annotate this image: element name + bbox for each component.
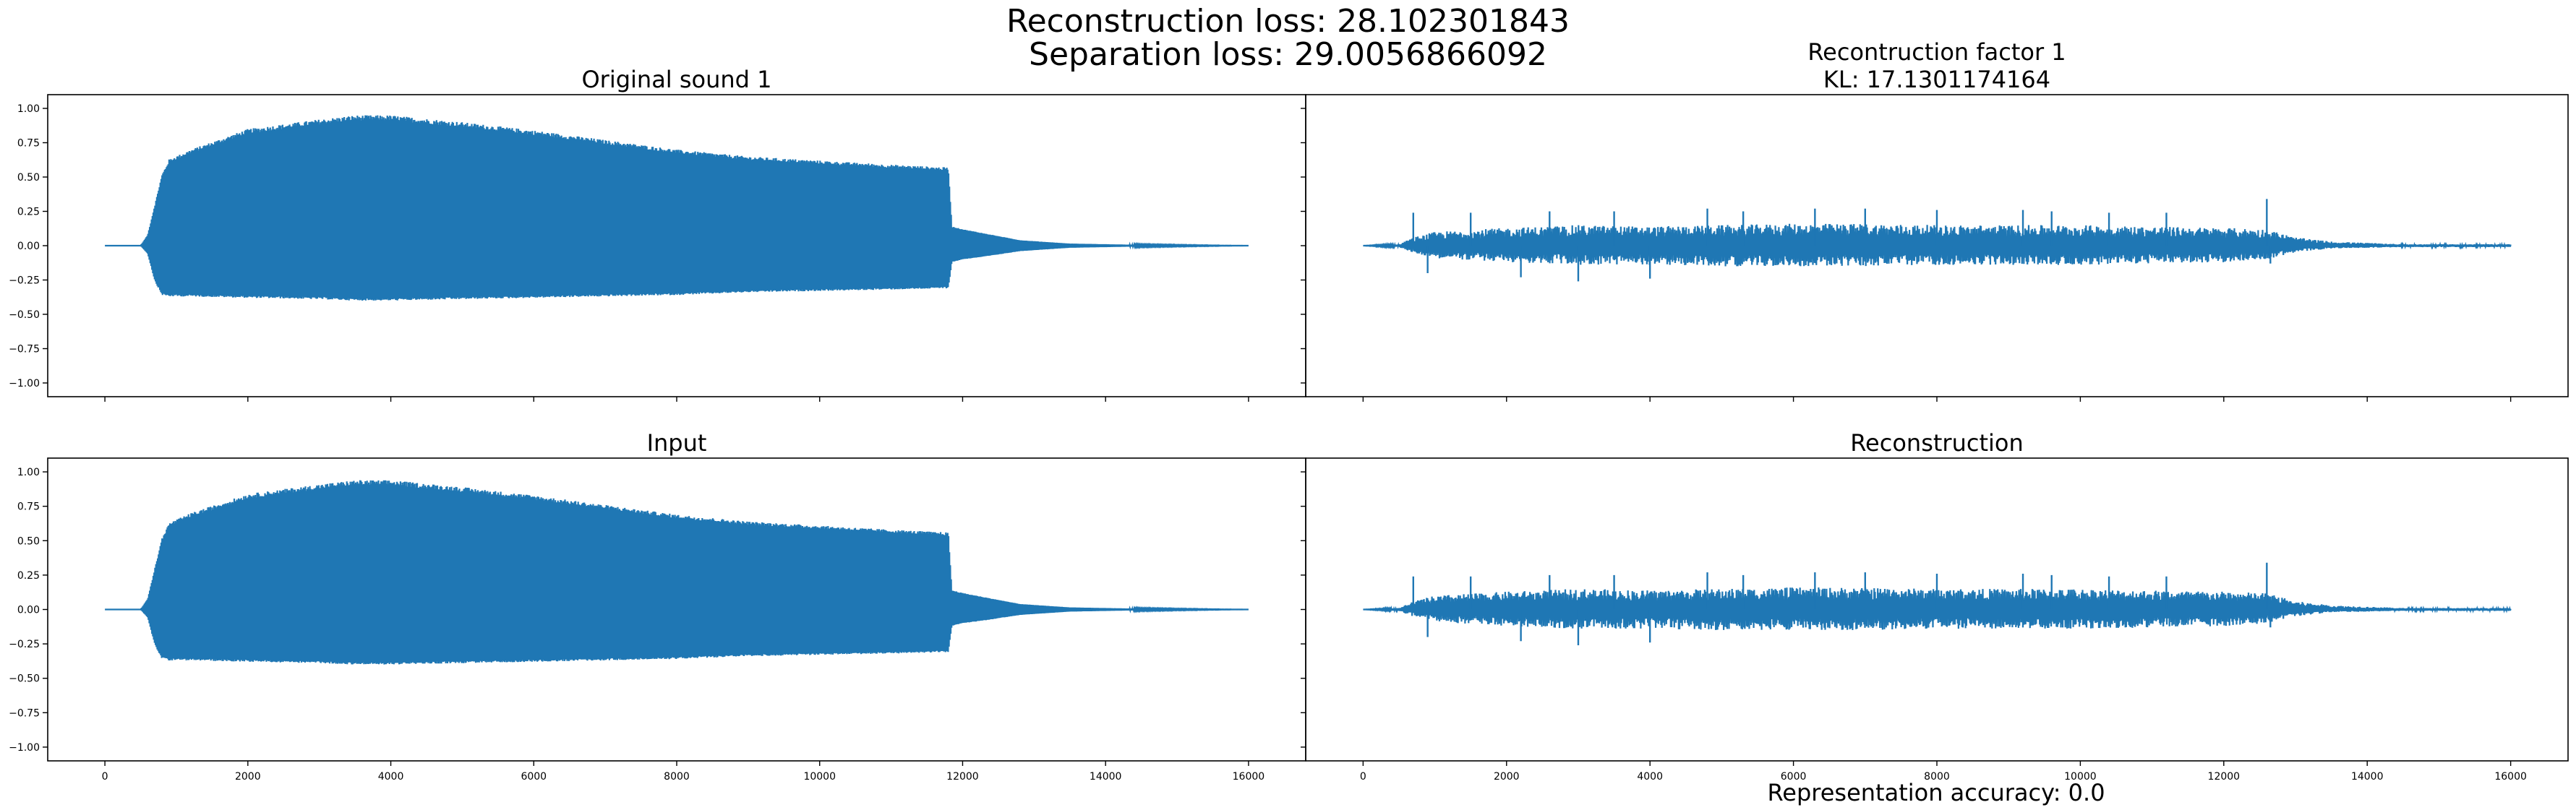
y-tick-label: −0.75 (9, 344, 40, 356)
x-tick-label: 4000 (378, 771, 404, 783)
suptitle-line-1: Reconstruction loss: 28.102301843 (1006, 3, 1570, 40)
x-tick-label: 12000 (2208, 771, 2241, 783)
y-tick-label: 0.25 (17, 207, 40, 218)
y-tick-label: 0.50 (17, 535, 40, 547)
y-tick-label: −0.75 (9, 707, 40, 719)
subplot-input: Input −1.00 −0.75 −0.50 −0.25 0.00 0.25 0.50 0.7… (9, 429, 1306, 783)
x-tick-label: 0 (1360, 771, 1366, 783)
x-tick-label: 2000 (235, 771, 261, 783)
x-tick-label: 2000 (1494, 771, 1520, 783)
y-tick-label: −1.00 (9, 378, 40, 389)
x-tick-label: 8000 (1924, 771, 1950, 783)
y-tick-label: −0.50 (9, 673, 40, 685)
y-tick-label: 0.00 (17, 605, 40, 616)
y-tick-label: 0.50 (17, 172, 40, 184)
y-tick-label: 0.25 (17, 570, 40, 582)
y-tick-label: −0.50 (9, 309, 40, 321)
subplot-title: Original sound 1 (581, 66, 771, 93)
footer-representation-accuracy: Representation accuracy: 0.0 (1767, 779, 2105, 806)
y-tick-label: 1.00 (17, 467, 40, 478)
subplot-title: Reconstruction (1850, 429, 2023, 457)
subplot-title: Input (647, 429, 707, 457)
subplot-reconstruction-factor: Recontruction factor 1KL: 17.1301174164 (1301, 38, 2569, 402)
subplot-title: Recontruction factor 1 (1807, 38, 2066, 66)
x-tick-label: 10000 (2064, 771, 2097, 783)
x-tick-label: 16000 (2494, 771, 2527, 783)
x-tick-label: 6000 (1781, 771, 1807, 783)
subplot-reconstruction: Reconstruction 0 2000 4000 6000 8000 10000 1200… (1301, 429, 2569, 783)
y-tick-label: 0.75 (17, 501, 40, 513)
y-tick-label: 0.75 (17, 138, 40, 150)
subplot-original-sound: Original sound 1 −1.00 −0.75 −0.50 −0.25 0.00… (9, 66, 1306, 402)
x-tick-label: 12000 (946, 771, 979, 783)
subplot-subtitle: KL: 17.1301174164 (1823, 66, 2050, 93)
x-tick-label: 8000 (664, 771, 690, 783)
x-tick-label: 6000 (521, 771, 547, 783)
x-tick-label: 0 (102, 771, 108, 783)
x-tick-label: 14000 (1090, 771, 1122, 783)
waveform-line (105, 115, 1249, 301)
x-tick-label: 4000 (1637, 771, 1663, 783)
y-tick-label: 0.00 (17, 241, 40, 252)
x-tick-label: 10000 (803, 771, 836, 783)
x-tick-label: 16000 (1233, 771, 1265, 783)
y-tick-label: −0.25 (9, 275, 40, 287)
waveform-line (105, 480, 1249, 665)
suptitle-line-2: Separation loss: 29.0056866092 (1029, 36, 1547, 73)
x-tick-label: 14000 (2351, 771, 2384, 783)
y-tick-label: 1.00 (17, 103, 40, 115)
y-tick-label: −1.00 (9, 742, 40, 754)
y-tick-label: −0.25 (9, 639, 40, 650)
